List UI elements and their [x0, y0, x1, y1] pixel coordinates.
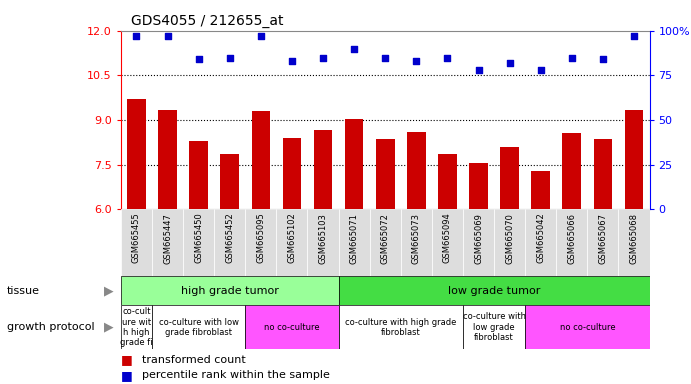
- Point: [535, 67, 546, 73]
- Bar: [283, 138, 301, 209]
- Text: growth protocol: growth protocol: [7, 322, 95, 333]
- Text: co-culture with
low grade
fibroblast: co-culture with low grade fibroblast: [462, 313, 526, 342]
- Text: GSM665452: GSM665452: [225, 213, 234, 263]
- Bar: [463, 305, 525, 349]
- Point: [224, 55, 235, 61]
- Bar: [152, 209, 183, 276]
- Point: [597, 56, 608, 62]
- Text: GSM665066: GSM665066: [567, 213, 576, 264]
- Text: GSM665071: GSM665071: [350, 213, 359, 263]
- Bar: [376, 139, 395, 209]
- Bar: [562, 133, 581, 209]
- Text: GSM665067: GSM665067: [598, 213, 607, 264]
- Bar: [127, 99, 146, 209]
- Bar: [339, 305, 463, 349]
- Text: GSM665102: GSM665102: [287, 213, 296, 263]
- Bar: [531, 170, 550, 209]
- Bar: [152, 305, 245, 349]
- Bar: [587, 209, 618, 276]
- Bar: [307, 209, 339, 276]
- Bar: [556, 209, 587, 276]
- Bar: [189, 141, 208, 209]
- Bar: [339, 209, 370, 276]
- Bar: [121, 305, 152, 349]
- Bar: [245, 209, 276, 276]
- Text: high grade tumor: high grade tumor: [181, 286, 278, 296]
- Point: [410, 58, 422, 64]
- Point: [442, 55, 453, 61]
- Bar: [121, 209, 152, 276]
- Point: [379, 55, 390, 61]
- Bar: [594, 139, 612, 209]
- Text: no co-culture: no co-culture: [264, 323, 320, 332]
- Text: tissue: tissue: [7, 286, 40, 296]
- Point: [566, 55, 577, 61]
- Text: GDS4055 / 212655_at: GDS4055 / 212655_at: [131, 14, 284, 28]
- Bar: [525, 305, 650, 349]
- Bar: [625, 109, 643, 209]
- Bar: [432, 209, 463, 276]
- Bar: [438, 154, 457, 209]
- Bar: [525, 209, 556, 276]
- Bar: [121, 276, 339, 305]
- Bar: [500, 147, 519, 209]
- Point: [162, 33, 173, 39]
- Bar: [345, 119, 363, 209]
- Text: GSM665450: GSM665450: [194, 213, 203, 263]
- Bar: [183, 209, 214, 276]
- Bar: [252, 111, 270, 209]
- Point: [504, 60, 515, 66]
- Text: co-cult
ure wit
h high
grade fi: co-cult ure wit h high grade fi: [120, 307, 153, 348]
- Bar: [401, 209, 432, 276]
- Bar: [314, 131, 332, 209]
- Text: ▶: ▶: [104, 285, 114, 297]
- Text: ▶: ▶: [104, 321, 114, 334]
- Point: [286, 58, 297, 64]
- Bar: [463, 209, 494, 276]
- Point: [628, 33, 639, 39]
- Text: GSM665070: GSM665070: [505, 213, 514, 263]
- Text: low grade tumor: low grade tumor: [448, 286, 540, 296]
- Bar: [370, 209, 401, 276]
- Point: [317, 55, 329, 61]
- Bar: [494, 209, 525, 276]
- Bar: [276, 209, 307, 276]
- Text: GSM665455: GSM665455: [132, 213, 141, 263]
- Bar: [339, 276, 650, 305]
- Text: co-culture with low
grade fibroblast: co-culture with low grade fibroblast: [159, 318, 238, 337]
- Bar: [245, 305, 339, 349]
- Text: ■: ■: [121, 353, 133, 366]
- Point: [348, 45, 359, 51]
- Bar: [214, 209, 245, 276]
- Point: [473, 67, 484, 73]
- Text: no co-culture: no co-culture: [560, 323, 615, 332]
- Point: [255, 33, 266, 39]
- Text: GSM665447: GSM665447: [163, 213, 172, 263]
- Text: GSM665072: GSM665072: [381, 213, 390, 263]
- Bar: [618, 209, 650, 276]
- Point: [193, 56, 205, 62]
- Text: percentile rank within the sample: percentile rank within the sample: [142, 370, 330, 381]
- Bar: [220, 154, 239, 209]
- Text: ■: ■: [121, 369, 133, 382]
- Text: GSM665069: GSM665069: [474, 213, 483, 263]
- Text: GSM665073: GSM665073: [412, 213, 421, 264]
- Point: [131, 33, 142, 39]
- Text: GSM665094: GSM665094: [443, 213, 452, 263]
- Text: GSM665103: GSM665103: [319, 213, 328, 263]
- Text: GSM665068: GSM665068: [630, 213, 638, 264]
- Text: GSM665095: GSM665095: [256, 213, 265, 263]
- Text: GSM665042: GSM665042: [536, 213, 545, 263]
- Bar: [407, 132, 426, 209]
- Text: co-culture with high grade
fibroblast: co-culture with high grade fibroblast: [345, 318, 457, 337]
- Text: transformed count: transformed count: [142, 355, 245, 365]
- Bar: [158, 109, 177, 209]
- Bar: [469, 163, 488, 209]
